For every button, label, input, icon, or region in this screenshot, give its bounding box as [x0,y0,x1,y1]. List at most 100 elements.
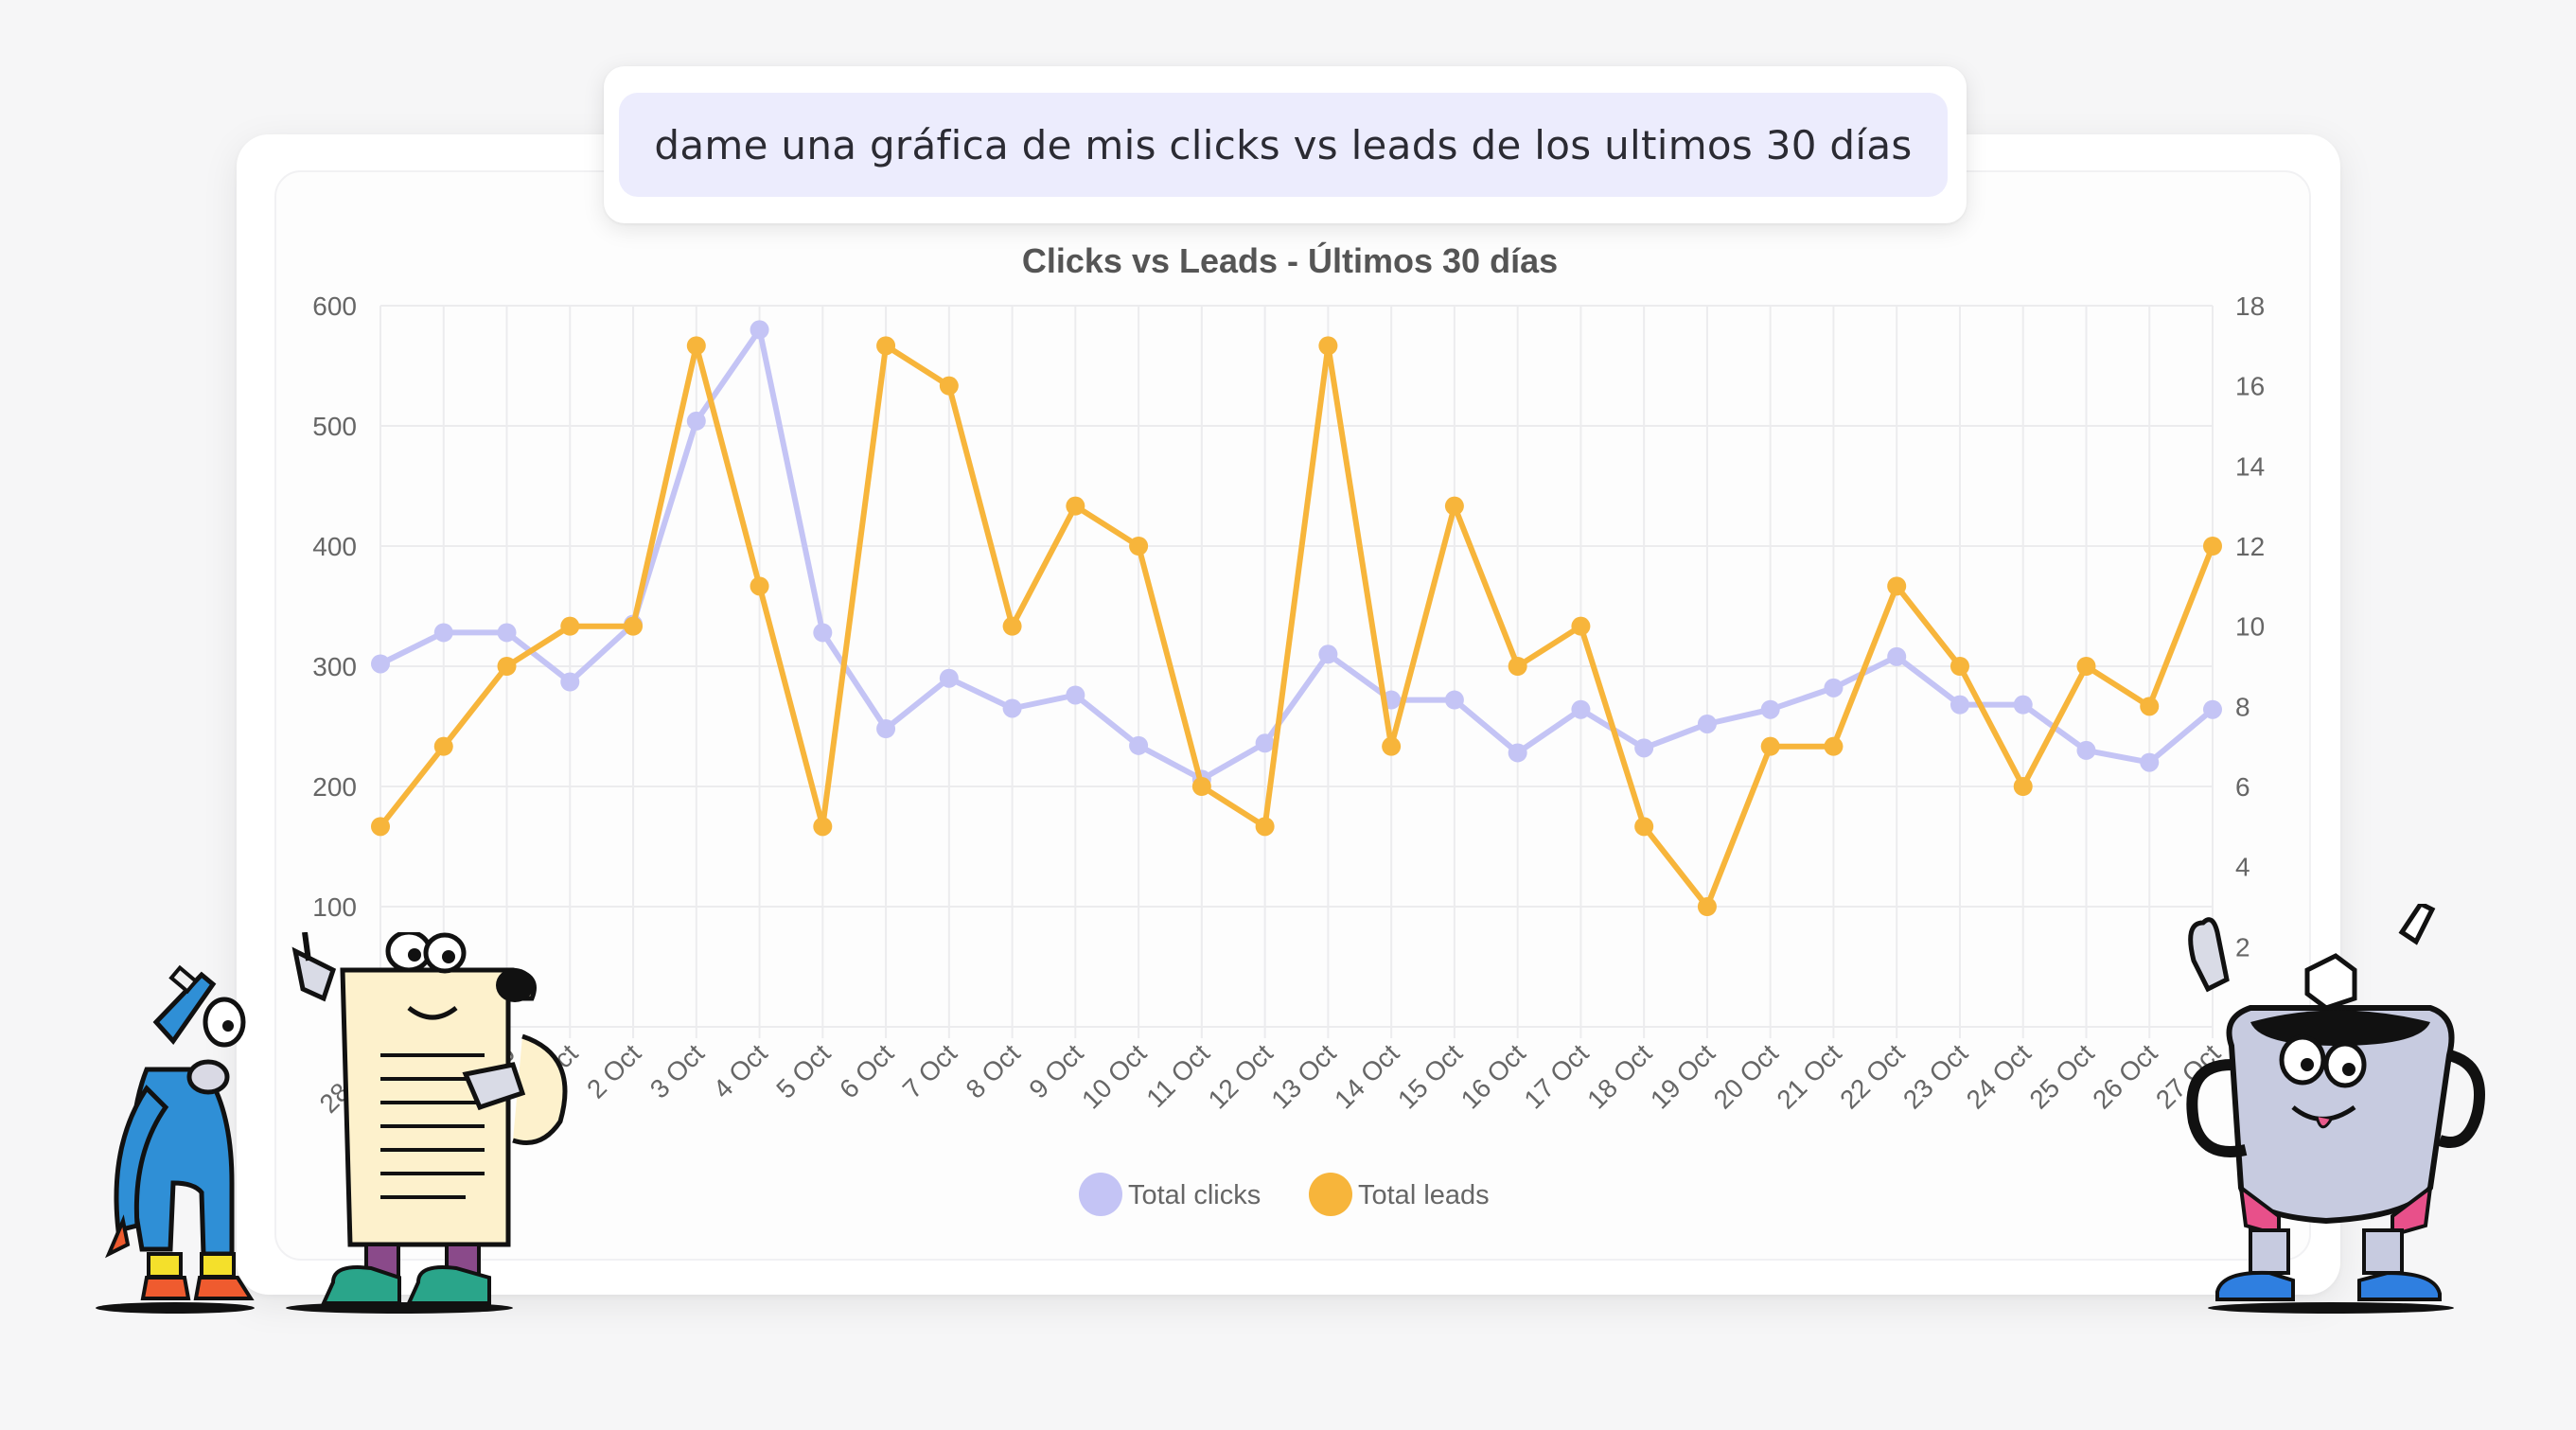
data-point [2076,740,2096,760]
data-point [1129,735,1149,755]
data-point [2203,537,2222,556]
x-tick-label: 7 Oct [897,1038,962,1103]
x-tick-label: 26 Oct [2087,1038,2162,1114]
x-tick-label: 25 Oct [2023,1038,2099,1114]
data-point [497,623,517,643]
x-tick-label: 8 Oct [961,1038,1026,1103]
legend-swatch [1079,1173,1122,1216]
y-right-tick-label: 4 [2235,853,2250,882]
x-tick-label: 6 Oct [834,1038,899,1103]
data-point [686,411,706,431]
data-point [624,616,644,636]
legend-label: Total clicks [1128,1180,1261,1210]
data-point [1571,699,1591,719]
x-tick-label: 22 Oct [1834,1038,1910,1114]
data-point [876,336,896,356]
data-point [813,817,833,837]
x-tick-label: 3 Oct [644,1038,710,1103]
data-point [1002,698,1022,718]
y-left-tick-label: 100 [312,892,357,922]
data-point [1318,336,1338,356]
y-right-tick-label: 8 [2235,692,2250,721]
y-right-tick-label: 10 [2235,612,2265,642]
data-point [750,320,769,340]
data-point [2013,777,2033,796]
data-point [1887,646,1907,666]
data-point [876,719,896,739]
data-point [1066,685,1085,705]
data-point [1066,496,1085,516]
prompt-text: dame una gráfica de mis clicks vs leads … [619,93,1948,197]
x-tick-label: 18 Oct [1581,1038,1657,1114]
data-point [939,376,959,396]
data-point [1129,537,1149,556]
x-tick-label: 15 Oct [1392,1038,1468,1114]
pencil-character-illustration [96,964,255,1314]
x-tick-label: 23 Oct [1897,1038,1973,1114]
data-point [1444,690,1464,710]
data-point [371,654,390,674]
y-right-tick-label: 16 [2235,372,2265,401]
x-tick-label: 12 Oct [1203,1038,1279,1114]
legend-label: Total leads [1358,1180,1490,1210]
data-point [1508,657,1527,676]
data-point [1824,678,1844,697]
data-point [433,736,453,756]
data-point [1318,644,1338,664]
y-left-tick-label: 400 [312,532,357,561]
x-tick-label: 24 Oct [1961,1038,2037,1114]
y-right-tick-label: 18 [2235,291,2265,321]
prompt-bubble: dame una gráfica de mis clicks vs leads … [604,66,1967,223]
x-tick-label: 13 Oct [1265,1038,1341,1114]
y-left-tick-label: 200 [312,772,357,802]
chart-title: Clicks vs Leads - Últimos 30 días [1022,240,1558,280]
data-point [1255,733,1275,753]
chart-panel [274,170,2311,1261]
data-point [686,336,706,356]
scroll-character-illustration [286,932,568,1314]
data-point [939,668,959,688]
legend[interactable]: Total clicks Total leads [1079,1173,1490,1216]
y-right-tick-label: 2 [2235,932,2250,962]
data-point [497,657,517,676]
y-left-tick-label: 600 [312,291,357,321]
data-point [1255,817,1275,837]
data-point [1002,616,1022,636]
x-tick-label: 17 Oct [1518,1038,1594,1114]
data-point [433,623,453,643]
x-tick-label: 20 Oct [1708,1038,1784,1114]
x-tick-label: 14 Oct [1329,1038,1404,1114]
x-tick-label: 11 Oct [1140,1038,1215,1113]
data-point [2140,752,2160,772]
data-point [1887,576,1907,596]
data-point [1697,897,1717,916]
y-left-tick-label: 300 [312,652,357,681]
data-point [1382,736,1402,756]
data-point [1760,736,1780,756]
series [371,320,2222,916]
grid [379,305,2214,1038]
data-point [560,672,580,692]
data-point [750,576,769,596]
data-point [1697,714,1717,733]
data-point [1950,695,1969,715]
data-point [2203,699,2222,719]
mug-character-illustration [2186,904,2485,1314]
y-right-tick-label: 12 [2235,532,2265,561]
data-point [813,623,833,643]
data-point [1760,699,1780,719]
data-point [1634,738,1654,758]
data-point [1191,777,1211,796]
data-point [1950,657,1969,676]
y-right-tick-label: 6 [2235,772,2250,802]
series-line-1 [378,343,2215,909]
data-point [1634,817,1654,837]
data-point [560,616,580,636]
series-line-0 [379,327,2214,783]
data-point [1824,736,1844,756]
y-right-tick-label: 14 [2235,451,2265,481]
x-tick-label: 19 Oct [1645,1038,1720,1114]
x-tick-label: 4 Oct [708,1038,773,1103]
data-point [2140,697,2160,716]
